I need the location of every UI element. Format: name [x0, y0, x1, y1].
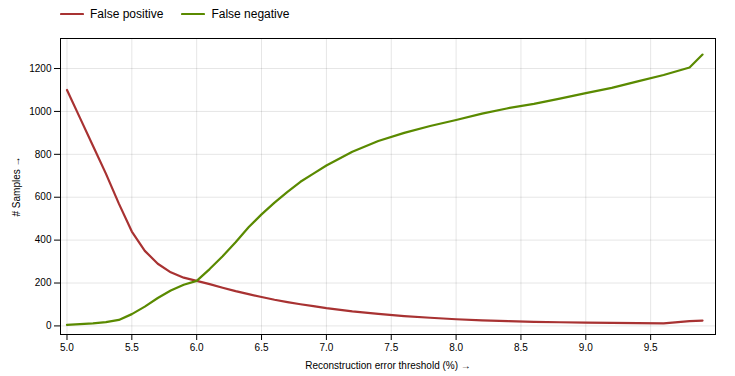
svg-text:5.5: 5.5	[125, 342, 139, 353]
svg-text:Reconstruction error threshold: Reconstruction error threshold (%) →	[305, 360, 471, 371]
svg-text:7.5: 7.5	[384, 342, 398, 353]
svg-text:0: 0	[46, 320, 52, 331]
svg-text:7.0: 7.0	[319, 342, 333, 353]
svg-text:400: 400	[35, 234, 52, 245]
svg-text:800: 800	[35, 149, 52, 160]
svg-text:8.5: 8.5	[514, 342, 528, 353]
svg-text:600: 600	[35, 191, 52, 202]
svg-text:9.5: 9.5	[644, 342, 658, 353]
svg-text:9.0: 9.0	[579, 342, 593, 353]
html-text:False negative: False negative	[211, 7, 290, 21]
svg-text:6.5: 6.5	[255, 342, 269, 353]
svg-text:6.0: 6.0	[190, 342, 204, 353]
svg-text:1000: 1000	[29, 106, 52, 117]
html-text:False positive: False positive	[90, 7, 164, 21]
svg-text:# Samples →: # Samples →	[11, 156, 22, 216]
svg-text:8.0: 8.0	[449, 342, 463, 353]
svg-text:1200: 1200	[29, 63, 52, 74]
svg-text:5.0: 5.0	[60, 342, 74, 353]
svg-text:200: 200	[35, 277, 52, 288]
